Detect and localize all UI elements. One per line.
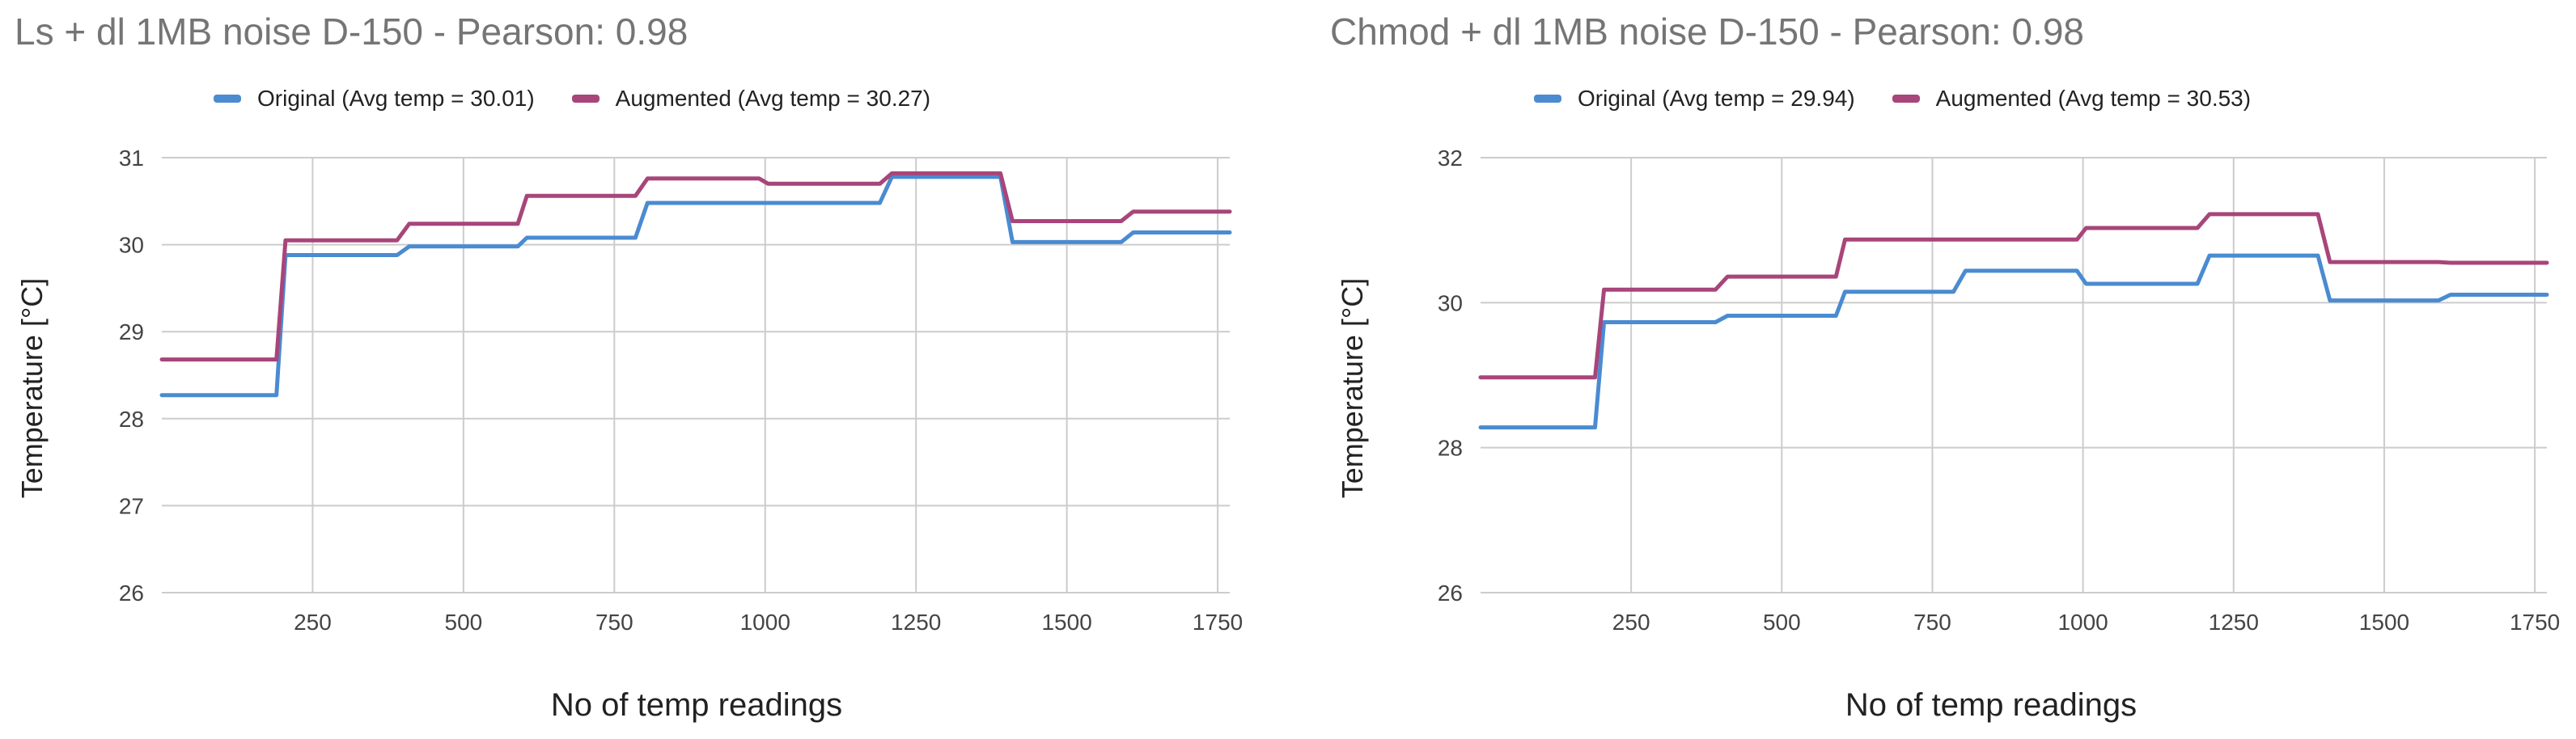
legend-label-augmented: Augmented (Avg temp = 30.27)	[615, 86, 931, 111]
y-tick-label: 28	[1438, 436, 1463, 461]
chart-title: Chmod + dl 1MB noise D-150 - Pearson: 0.…	[1330, 11, 2084, 53]
x-tick-label: 250	[294, 610, 332, 635]
y-tick-label: 32	[1438, 146, 1463, 171]
y-tick-label: 26	[1438, 581, 1463, 606]
legend-swatch-augmented	[1892, 95, 1920, 103]
x-tick-label: 500	[445, 610, 483, 635]
chart-title: Ls + dl 1MB noise D-150 - Pearson: 0.98	[15, 11, 688, 53]
chart-legend: Original (Avg temp = 29.94) Augmented (A…	[1534, 82, 2288, 115]
legend-item-original: Original (Avg temp = 30.01)	[214, 86, 535, 112]
x-tick-label: 750	[1913, 610, 1951, 635]
series-line-original	[159, 175, 1232, 398]
x-tick-label: 1000	[2057, 610, 2108, 635]
x-tick-label: 1000	[740, 610, 790, 635]
x-axis-label: No of temp readings	[550, 687, 843, 723]
line-chart-plot: 250 500 750 1000 1250 1500 1750 26 27 28 29 30 31	[119, 146, 1243, 635]
chart-panel-left: Ls + dl 1MB noise D-150 - Pearson: 0.98 …	[15, 11, 1243, 723]
y-tick-label: 29	[119, 319, 144, 344]
x-tick-label: 1500	[2359, 610, 2409, 635]
line-chart-plot: 250 500 750 1000 1250 1500 1750 26 28 30 32	[1438, 146, 2560, 635]
y-tick-label: 31	[119, 146, 144, 171]
series-line-augmented	[159, 171, 1232, 362]
y-tick-label: 30	[1438, 290, 1463, 315]
chart-legend: Original (Avg temp = 30.01) Augmented (A…	[214, 82, 968, 115]
x-axis-label: No of temp readings	[1845, 687, 2137, 723]
y-tick-label: 30	[119, 233, 144, 258]
series-line-original	[1478, 253, 2549, 430]
y-tick-label: 26	[119, 581, 144, 606]
legend-swatch-augmented	[571, 95, 600, 103]
legend-label-augmented: Augmented (Avg temp = 30.53)	[1935, 86, 2252, 111]
x-tick-label: 1750	[2510, 610, 2560, 635]
legend-label-original: Original (Avg temp = 29.94)	[1578, 86, 1855, 111]
x-tick-label: 750	[595, 610, 633, 635]
y-tick-label: 28	[119, 407, 144, 432]
legend-swatch-original	[214, 95, 241, 103]
x-tick-label: 1500	[1041, 610, 1091, 635]
x-tick-label: 500	[1763, 610, 1801, 635]
legend-swatch-original	[1534, 95, 1561, 103]
x-tick-label: 250	[1612, 610, 1650, 635]
legend-label-original: Original (Avg temp = 30.01)	[257, 86, 535, 111]
x-tick-label: 1250	[2209, 610, 2259, 635]
chart-panel-right: Chmod + dl 1MB noise D-150 - Pearson: 0.…	[1288, 0, 2576, 739]
x-tick-label: 1250	[891, 610, 941, 635]
legend-item-augmented: Augmented (Avg temp = 30.27)	[571, 86, 931, 112]
legend-item-augmented: Augmented (Avg temp = 30.53)	[1892, 86, 2251, 112]
series-line-augmented	[1478, 212, 2549, 380]
y-tick-label: 27	[119, 493, 144, 518]
x-tick-label: 1750	[1193, 610, 1243, 635]
legend-item-original: Original (Avg temp = 29.94)	[1534, 86, 1855, 112]
